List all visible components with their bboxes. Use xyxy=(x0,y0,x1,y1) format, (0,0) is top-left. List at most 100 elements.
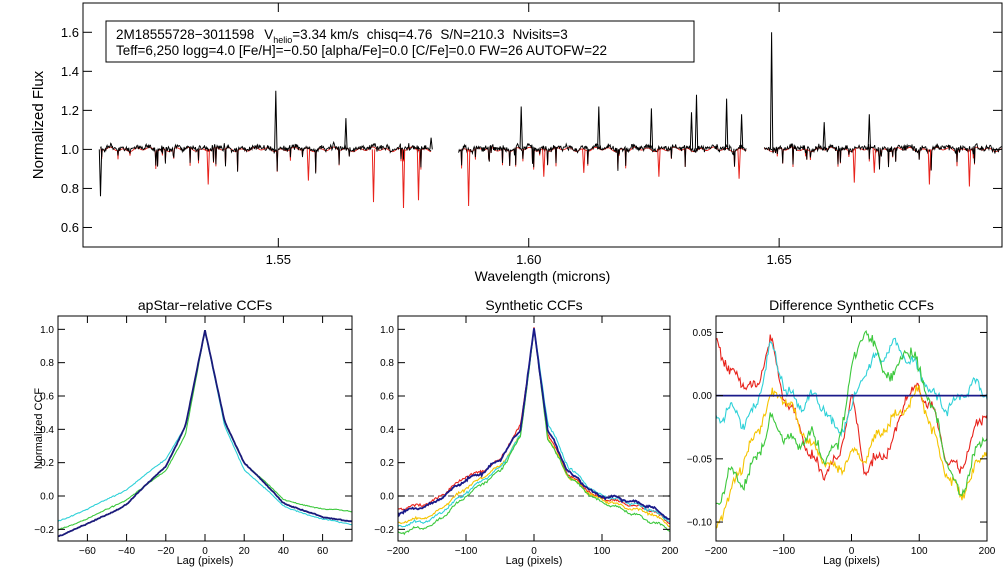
observed-spectrum-chip-2 xyxy=(458,142,747,171)
apstar-ytick-label: 0.4 xyxy=(40,425,54,436)
apstar-series-visit-2 xyxy=(58,330,352,531)
spectrum-ytick-label: 1.4 xyxy=(61,64,79,79)
synthetic-axes-frame xyxy=(397,315,671,542)
apstar-xtick-label: 40 xyxy=(278,546,290,557)
model-line-12 xyxy=(872,149,876,173)
spectrum-ytick-label: 1.6 xyxy=(61,25,79,40)
apstar-xtick-label: 60 xyxy=(317,546,329,557)
difference-x-axis-label: Lag (pixels) xyxy=(823,555,880,567)
observed-spectrum-chip-3 xyxy=(763,142,1002,171)
model-line-3 xyxy=(371,149,376,203)
difference-ccf-panel: −200 −100 0 100 200 −0.10 −0.05 0.00 0.05 Lag (pi… xyxy=(687,297,996,567)
difference-xtick-label: −100 xyxy=(772,546,795,557)
observed-line-8 xyxy=(689,112,694,150)
difference-series-visit-3 xyxy=(716,337,987,438)
synthetic-ytick-label: 0.4 xyxy=(380,425,394,436)
apstar-y-axis-label: Normalized CCF xyxy=(33,388,45,470)
star-id: 2M18555728−3011598 xyxy=(116,27,254,42)
observed-line-6 xyxy=(597,106,601,150)
spectrum-axes-frame xyxy=(82,2,1003,248)
nvisits-value: Nvisits=3 xyxy=(513,27,568,42)
synthetic-ytick-label: −0.2 xyxy=(374,525,394,536)
synthetic-series-combined xyxy=(398,328,670,520)
spectrum-xtick-label: 1.55 xyxy=(266,252,291,267)
observed-line-2 xyxy=(274,90,278,150)
spectrum-ytick-label: 1.0 xyxy=(61,142,79,157)
observed-line-5 xyxy=(519,106,523,150)
difference-ytick-label: −0.10 xyxy=(687,518,713,529)
difference-ytick-label: −0.05 xyxy=(687,454,713,465)
apstar-ytick-label: 0.8 xyxy=(40,358,54,369)
synthetic-xtick-label: −100 xyxy=(455,546,478,557)
vhelio-label: V xyxy=(264,27,273,42)
spectrum-x-axis-label: Wavelength (microns) xyxy=(475,268,611,284)
model-line-9 xyxy=(657,149,661,177)
model-line-4 xyxy=(401,149,406,209)
model-line-11 xyxy=(852,149,856,183)
apstar-xtick-label: 0 xyxy=(202,546,208,557)
observed-line-9 xyxy=(694,94,699,150)
observed-line-3 xyxy=(344,118,348,150)
model-line-6 xyxy=(466,149,471,207)
synthetic-xtick-label: −200 xyxy=(387,546,410,557)
synthetic-ccf-panel: −200 −100 0 100 200 −0.2 0.0 0.2 0.4 0.6 0.8 1.0 Lag… xyxy=(374,297,679,567)
observed-line-1 xyxy=(98,149,103,197)
difference-ytick-label: 0.05 xyxy=(693,328,713,339)
model-spectrum-chip-1 xyxy=(100,146,432,173)
difference-ytick-label: 0.00 xyxy=(693,391,713,402)
spectrum-annotation: 2M18555728−3011598 Vhelio=3.34 km/s chisq=… xyxy=(105,20,695,63)
synthetic-plot-area xyxy=(398,327,670,536)
synthetic-ytick-label: 0.6 xyxy=(380,392,394,403)
observed-line-11 xyxy=(739,114,744,150)
apstar-ytick-label: 0.0 xyxy=(40,492,54,503)
observed-line-4 xyxy=(429,137,433,150)
difference-series-visit-4 xyxy=(716,329,987,506)
synthetic-ytick-label: 0.0 xyxy=(380,492,394,503)
model-line-13 xyxy=(927,149,932,185)
synthetic-xtick-label: 0 xyxy=(531,546,537,557)
difference-xtick-label: 200 xyxy=(979,546,996,557)
synthetic-title: Synthetic CCFs xyxy=(485,297,582,313)
observed-spectrum-chip-1 xyxy=(100,140,432,174)
apstar-ytick-label: 1.0 xyxy=(40,325,54,336)
apstar-ytick-label: 0.6 xyxy=(40,392,54,403)
difference-title: Difference Synthetic CCFs xyxy=(769,297,934,313)
difference-series-visit-2 xyxy=(716,384,987,529)
difference-plot-area xyxy=(716,329,987,529)
model-line-1 xyxy=(206,149,210,185)
vhelio-value: =3.34 km/s xyxy=(292,27,359,42)
spectrum-panel: 1.55 1.60 1.65 0.6 0.8 1.0 1.2 1.4 1.6 Wavelength… xyxy=(30,2,1003,284)
model-line-8 xyxy=(582,149,586,173)
spectrum-ytick-label: 1.2 xyxy=(61,103,79,118)
synthetic-xtick-label: 100 xyxy=(594,546,611,557)
apstar-ccf-panel: −60 −40 −20 0 20 40 60 −0.2 0.0 0.2 0.4 0.6 0.8 1.0 La… xyxy=(33,297,353,567)
sn-value: S/N=210.3 xyxy=(440,27,504,42)
spectrum-ytick-label: 0.6 xyxy=(61,220,79,235)
model-line-10 xyxy=(737,149,741,179)
synthetic-ytick-label: 0.2 xyxy=(380,458,394,469)
apstar-title: apStar−relative CCFs xyxy=(138,297,272,313)
difference-xtick-label: 100 xyxy=(911,546,928,557)
spectrum-y-axis-label: Normalized Flux xyxy=(30,70,47,179)
vhelio-subscript: helio xyxy=(273,35,292,45)
apstar-plot-area xyxy=(58,330,352,538)
apstar-xtick-label: −40 xyxy=(118,546,135,557)
annotation-box xyxy=(105,20,695,63)
model-line-7 xyxy=(542,149,546,177)
apstar-xtick-label: 20 xyxy=(239,546,251,557)
observed-line-13 xyxy=(822,122,826,150)
apstar-series-visit-1 xyxy=(58,330,352,526)
apstar-xtick-label: −60 xyxy=(79,546,96,557)
difference-axes-frame xyxy=(715,315,988,542)
model-line-2 xyxy=(306,149,311,181)
observed-line-12 xyxy=(769,32,774,150)
model-line-14 xyxy=(967,149,972,187)
observed-line-10 xyxy=(724,98,729,150)
annotation-line-1: 2M18555728−3011598 Vhelio=3.34 km/s chisq=… xyxy=(116,27,568,45)
synthetic-xtick-label: 200 xyxy=(662,546,679,557)
observed-line-14 xyxy=(867,114,871,150)
difference-xtick-label: −200 xyxy=(705,546,728,557)
spectrum-plot-area xyxy=(98,32,1002,209)
synthetic-ytick-label: 0.8 xyxy=(380,358,394,369)
